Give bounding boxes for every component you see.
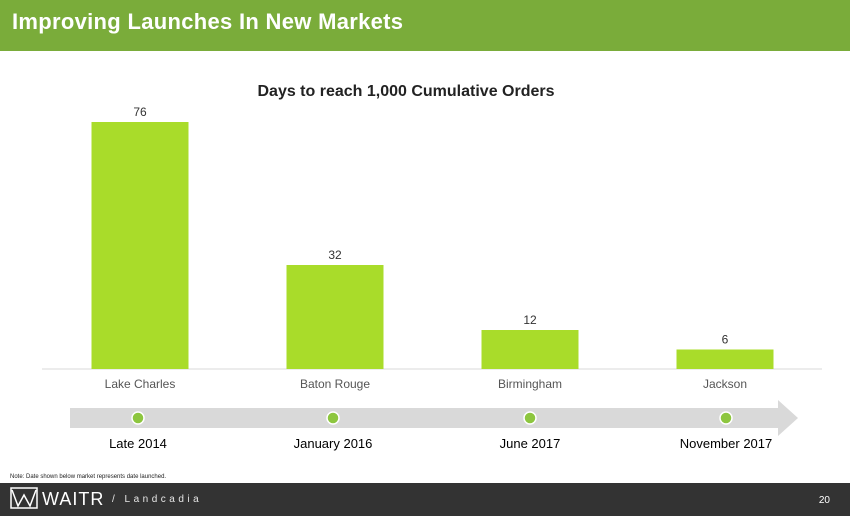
bar-baton-rouge [286, 265, 384, 369]
footer-bar: WAITR / Landcadia 20 [0, 483, 850, 516]
brand-name: WAITR [42, 489, 105, 509]
timeline-marker-november-2017 [719, 411, 733, 425]
bar-lake-charles [91, 122, 189, 369]
page-title: Improving Launches In New Markets [12, 9, 404, 34]
bar-birmingham [481, 330, 579, 369]
data-label-baton-rouge: 32 [328, 248, 342, 262]
waitr-logo-icon [10, 487, 38, 509]
data-label-lake-charles: 76 [133, 105, 147, 119]
category-label-jackson: Jackson [703, 377, 747, 391]
chart-title: Days to reach 1,000 Cumulative Orders [257, 83, 554, 100]
timeline-arrow-shape [70, 400, 798, 436]
category-label-baton-rouge: Baton Rouge [300, 377, 370, 391]
category-label-birmingham: Birmingham [498, 377, 562, 391]
timeline-marker-january-2016 [326, 411, 340, 425]
partner-name: / Landcadia [112, 494, 203, 505]
timeline-date-november-2017: November 2017 [679, 436, 773, 451]
timeline-date-late-2014: Late 2014 [109, 436, 167, 451]
timeline-date-january-2016: January 2016 [293, 436, 373, 451]
bars-group: 76 Lake Charles 32 Baton Rouge 12 Birmingham 6… [91, 105, 774, 391]
timeline-markers [131, 411, 733, 425]
timeline-date-june-2017: June 2017 [499, 436, 561, 451]
timeline-marker-late-2014 [131, 411, 145, 425]
bar-chart: Days to reach 1,000 Cumulative Orders 76… [42, 83, 822, 391]
timeline-arrow [70, 400, 798, 436]
data-label-birmingham: 12 [523, 313, 537, 327]
bar-jackson [676, 349, 774, 369]
page-number: 20 [818, 495, 830, 506]
header-bar: Improving Launches In New Markets [0, 0, 850, 51]
timeline-marker-june-2017 [523, 411, 537, 425]
data-label-jackson: 6 [722, 333, 729, 347]
category-label-lake-charles: Lake Charles [105, 377, 176, 391]
footnote: Note: Date shown below market represents… [10, 474, 167, 480]
